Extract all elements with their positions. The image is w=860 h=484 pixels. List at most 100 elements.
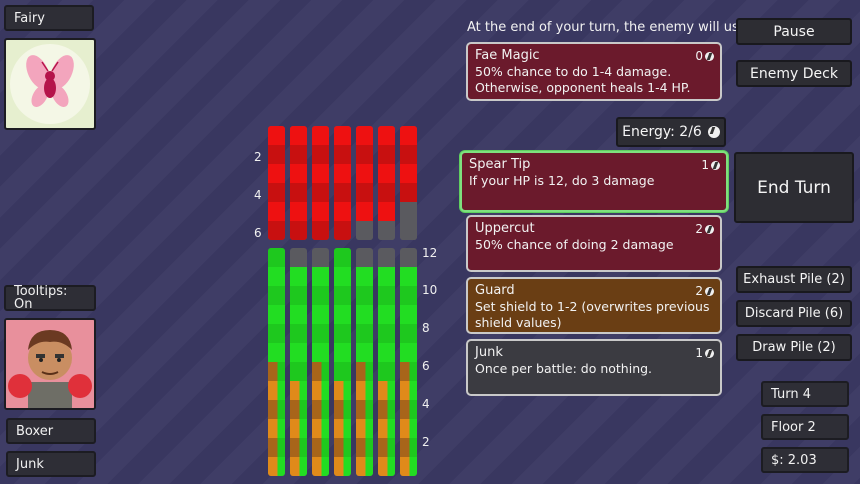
- card-title: Fae Magic: [475, 48, 540, 63]
- dice-segment: [378, 183, 395, 202]
- dice-segment: [378, 202, 395, 221]
- hp-segment: [378, 419, 395, 438]
- discard-pile-button[interactable]: Discard Pile (6): [736, 300, 852, 327]
- dice-axis-label: 2: [254, 150, 262, 164]
- hand-card-guard[interactable]: Guard 2 Set shield to 1-2 (overwrites pr…: [466, 277, 722, 334]
- hp-segment: [378, 324, 395, 343]
- hp-segment: [356, 438, 373, 457]
- dice-segment: [268, 164, 285, 183]
- dice-segment: [268, 126, 285, 145]
- dice-segment: [312, 221, 329, 240]
- energy-icon: [705, 51, 714, 61]
- player-hp-bar: [378, 248, 395, 476]
- enemy-deck-button[interactable]: Enemy Deck: [736, 60, 852, 87]
- hp-segment: [312, 324, 329, 343]
- hp-segment: [400, 457, 417, 476]
- dice-segment: [334, 164, 351, 183]
- hp-segment: [334, 400, 351, 419]
- hp-axis-label: 12: [422, 246, 438, 260]
- enemy-dice-bars: 2 4 6: [248, 122, 420, 242]
- enemy-dice-bar: [400, 126, 417, 240]
- hp-segment: [356, 457, 373, 476]
- energy-icon: [705, 286, 714, 296]
- hp-segment: [400, 400, 417, 419]
- player-name-label: Boxer: [6, 418, 96, 444]
- hp-axis-label: 4: [422, 397, 430, 411]
- dice-segment: [356, 145, 373, 164]
- dice-segment: [356, 221, 373, 240]
- dice-segment: [334, 145, 351, 164]
- boxer-portrait-icon: [6, 320, 94, 408]
- card-cost: 0: [695, 48, 714, 64]
- hp-segment: [290, 362, 307, 381]
- draw-pile-button[interactable]: Draw Pile (2): [736, 334, 852, 361]
- hp-segment: [312, 419, 329, 438]
- energy-icon: [705, 348, 714, 358]
- player-hp-bar: [268, 248, 285, 476]
- hp-segment: [378, 267, 395, 286]
- dice-segment: [290, 164, 307, 183]
- money-counter: $: 2.03: [761, 447, 849, 473]
- hp-segment: [356, 324, 373, 343]
- card-description: Once per battle: do nothing.: [475, 361, 653, 376]
- card-cost: 2: [695, 283, 714, 299]
- hp-segment: [400, 438, 417, 457]
- player-hp-bar: [334, 248, 351, 476]
- hp-segment: [378, 438, 395, 457]
- dice-segment: [312, 126, 329, 145]
- hp-segment: [400, 419, 417, 438]
- energy-icon: [705, 224, 714, 234]
- player-card-label: Junk: [6, 451, 96, 477]
- enemy-intent-header: At the end of your turn, the enemy will …: [467, 20, 752, 35]
- enemy-intent-card[interactable]: Fae Magic 0 50% chance to do 1-4 damage.…: [466, 42, 722, 101]
- exhaust-pile-button[interactable]: Exhaust Pile (2): [736, 266, 852, 293]
- hp-segment: [268, 362, 285, 381]
- hp-segment: [268, 419, 285, 438]
- hand-card-spear-tip[interactable]: Spear Tip 1 If your HP is 12, do 3 damag…: [460, 151, 728, 212]
- dice-segment: [378, 164, 395, 183]
- hp-segment: [378, 305, 395, 324]
- player-hp-bar: [400, 248, 417, 476]
- pause-button[interactable]: Pause: [736, 18, 852, 45]
- dice-segment: [400, 221, 417, 240]
- hp-segment: [334, 457, 351, 476]
- hp-segment: [356, 305, 373, 324]
- dice-segment: [356, 126, 373, 145]
- hp-segment: [268, 438, 285, 457]
- dice-segment: [334, 183, 351, 202]
- hp-axis-label: 10: [422, 283, 438, 297]
- player-portrait: [4, 318, 96, 410]
- hp-segment: [268, 305, 285, 324]
- dice-segment: [268, 145, 285, 164]
- dice-segment: [400, 202, 417, 221]
- dice-segment: [312, 164, 329, 183]
- hp-segment: [268, 400, 285, 419]
- enemy-dice-bar: [356, 126, 373, 240]
- hp-segment: [290, 305, 307, 324]
- dice-segment: [378, 126, 395, 145]
- player-hp-bars: 12 10 8 6 4 2: [248, 245, 448, 480]
- dice-segment: [290, 145, 307, 164]
- card-description: If your HP is 12, do 3 damage: [469, 173, 655, 188]
- dice-segment: [268, 221, 285, 240]
- turn-counter: Turn 4: [761, 381, 849, 407]
- hand-card-uppercut[interactable]: Uppercut 2 50% chance of doing 2 damage: [466, 215, 722, 272]
- hp-segment: [290, 400, 307, 419]
- hand-card-junk[interactable]: Junk 1 Once per battle: do nothing.: [466, 339, 722, 396]
- hp-segment: [290, 324, 307, 343]
- floor-counter: Floor 2: [761, 414, 849, 440]
- hp-segment: [290, 286, 307, 305]
- player-hp-bar: [312, 248, 329, 476]
- hp-segment: [400, 267, 417, 286]
- hp-segment: [312, 400, 329, 419]
- card-description: 50% chance of doing 2 damage: [475, 237, 674, 252]
- end-turn-button[interactable]: End Turn: [734, 152, 854, 223]
- card-description: Set shield to 1-2 (overwrites previous s…: [475, 299, 710, 330]
- enemy-portrait: [4, 38, 96, 130]
- player-hp-bar: [356, 248, 373, 476]
- dice-segment: [268, 183, 285, 202]
- card-description: 50% chance to do 1-4 damage. Otherwise, …: [475, 64, 691, 95]
- dice-axis-label: 6: [254, 226, 262, 240]
- card-title: Guard: [475, 283, 515, 298]
- tooltips-toggle[interactable]: Tooltips: On: [4, 285, 96, 311]
